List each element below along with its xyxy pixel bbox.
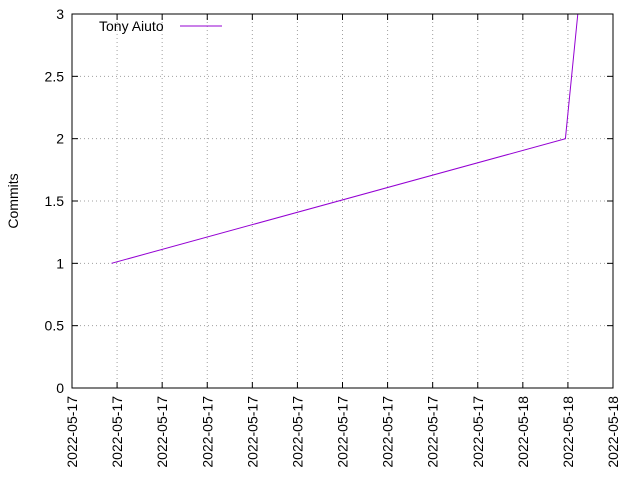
x-tick-labels: 2022-05-17 2022-05-17 2022-05-17 2022-05-17… bbox=[64, 396, 621, 468]
x-tick-label: 2022-05-17 bbox=[289, 396, 305, 468]
x-tick-label: 2022-05-17 bbox=[64, 396, 80, 468]
series-lines bbox=[111, 13, 579, 264]
y-tick-labels: 0 0.5 1 1.5 2 2.5 3 bbox=[45, 6, 65, 396]
y-tick-label: 1 bbox=[56, 255, 64, 271]
y-tick-label: 2.5 bbox=[45, 68, 65, 84]
x-tick-label: 2022-05-18 bbox=[515, 396, 531, 468]
x-tick-label: 2022-05-18 bbox=[605, 396, 621, 468]
tick-marks bbox=[71, 13, 614, 389]
x-tick-label: 2022-05-17 bbox=[470, 396, 486, 468]
x-tick-label: 2022-05-17 bbox=[199, 396, 215, 468]
y-tick-label: 0 bbox=[56, 380, 64, 396]
y-tick-label: 3 bbox=[56, 6, 64, 22]
x-tick-label: 2022-05-17 bbox=[380, 396, 396, 468]
x-tick-label: 2022-05-17 bbox=[154, 396, 170, 468]
x-tick-label: 2022-05-17 bbox=[425, 396, 441, 468]
x-tick-label: 2022-05-18 bbox=[560, 396, 576, 468]
x-tick-label: 2022-05-17 bbox=[335, 396, 351, 468]
legend-series-name: Tony Aiuto bbox=[99, 18, 164, 34]
grid-lines bbox=[72, 14, 613, 388]
legend: Tony Aiuto bbox=[99, 18, 222, 34]
y-tick-label: 0.5 bbox=[45, 318, 65, 334]
series-line-tony-aiuto bbox=[111, 13, 579, 264]
y-tick-label: 1.5 bbox=[45, 193, 65, 209]
y-axis-title: Commits bbox=[5, 173, 21, 228]
x-tick-label: 2022-05-17 bbox=[244, 396, 260, 468]
y-tick-label: 2 bbox=[56, 131, 64, 147]
x-tick-label: 2022-05-17 bbox=[109, 396, 125, 468]
